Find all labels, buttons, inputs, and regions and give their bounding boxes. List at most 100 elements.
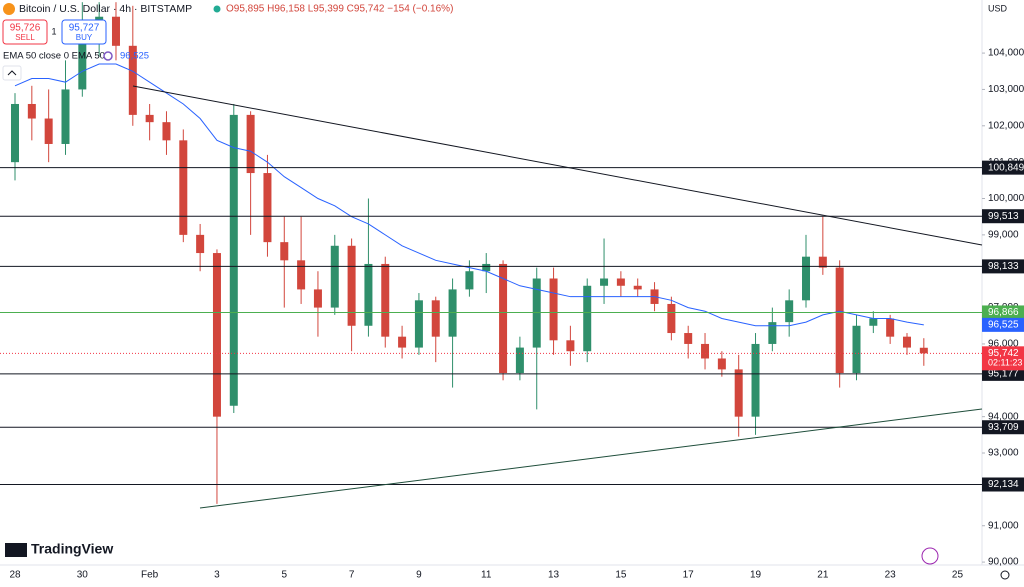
candle-body: [381, 263, 390, 337]
candle-body: [465, 271, 474, 290]
sell-button[interactable]: [2, 19, 48, 45]
price-axis: 104,000103,000102,000101,000100,00099,00…: [982, 48, 1024, 568]
candle-body: [701, 343, 710, 359]
candle-body: [852, 325, 861, 374]
buy-price: 95,727: [69, 23, 100, 34]
level-label: 95,177: [988, 369, 1019, 380]
y-tick-label: 104,000: [988, 48, 1024, 59]
symbol-icon: [3, 3, 15, 15]
y-tick-label: 100,000: [988, 193, 1024, 204]
candle-body: [196, 234, 205, 254]
ema-badge: [982, 317, 1024, 332]
candle-body: [734, 369, 743, 417]
x-tick-label: 3: [214, 570, 220, 581]
candle-body: [347, 245, 356, 326]
countdown: 02:11:23: [988, 358, 1022, 368]
candle-body: [768, 322, 777, 344]
y-tick-label: 96,000: [988, 339, 1019, 350]
candle-body: [162, 122, 171, 141]
candle-body: [78, 34, 87, 90]
candle-body: [667, 303, 676, 334]
x-tick-label: 28: [9, 570, 21, 581]
x-tick-label: 25: [952, 570, 964, 581]
candle-body: [802, 256, 811, 301]
collapse-icon: [7, 70, 17, 76]
candle-body: [145, 114, 154, 123]
spread: 1: [51, 26, 56, 36]
ema-label: 96,525: [988, 319, 1019, 330]
candle-body: [128, 45, 137, 115]
x-tick-label: 17: [683, 570, 695, 581]
level-badge: [982, 366, 1024, 381]
candle-body: [515, 347, 524, 374]
candle-body: [684, 333, 693, 344]
x-tick-label: Feb: [141, 570, 159, 581]
collapse-button[interactable]: [2, 65, 22, 81]
x-tick-label: 13: [548, 570, 560, 581]
x-tick-label: 11: [481, 570, 492, 581]
x-tick-label: 23: [885, 570, 897, 581]
candle-body: [27, 103, 36, 119]
sell-price: 95,726: [10, 23, 41, 34]
candle-body: [902, 336, 911, 348]
candle-body: [297, 260, 306, 290]
candle-body: [583, 285, 592, 352]
y-tick-label: 90,000: [988, 557, 1019, 568]
logo-icon: [5, 543, 27, 557]
candle-body: [499, 263, 508, 374]
candle-body: [330, 245, 339, 308]
candle-body: [263, 173, 272, 243]
level-badge: [982, 420, 1024, 435]
candle-body: [566, 340, 575, 352]
trend-line: [199, 408, 983, 509]
x-tick-label: 9: [416, 570, 422, 581]
candle-body: [448, 289, 457, 337]
x-tick-label: 21: [817, 570, 829, 581]
plot-area: [0, 2, 982, 504]
candle-body: [785, 300, 794, 323]
candle-body: [818, 256, 827, 268]
y-tick-label: 99,000: [988, 230, 1019, 241]
candle-body: [616, 278, 625, 286]
candle-body: [549, 278, 558, 341]
candle-body: [179, 140, 188, 235]
indicator-name[interactable]: EMA 50 close 0 EMA 50: [3, 51, 105, 62]
y-tick-label: 94,000: [988, 411, 1019, 422]
candle-body: [313, 289, 322, 308]
candle-body: [886, 318, 895, 337]
buy-label: BUY: [76, 33, 93, 42]
x-tick-label: 30: [77, 570, 89, 581]
last-price-badge: [982, 346, 1024, 371]
sell-label: SELL: [15, 33, 35, 42]
level-badge: [982, 305, 1024, 320]
candle-body: [229, 114, 238, 406]
y-tick-label: 93,000: [988, 448, 1019, 459]
y-tick-label: 91,000: [988, 520, 1019, 531]
x-tick-label: 19: [750, 570, 762, 581]
candle-body: [44, 118, 53, 144]
alert-icon[interactable]: [921, 547, 939, 565]
ema-line: [14, 63, 924, 327]
candle-body: [633, 285, 642, 290]
candle-body: [414, 300, 423, 348]
candle-body: [600, 278, 609, 286]
level-badge: [982, 477, 1024, 492]
level-label: 93,709: [988, 422, 1019, 433]
level-badge: [982, 160, 1024, 175]
candle-body: [919, 347, 928, 354]
trend-line: [132, 85, 983, 246]
y-tick-label: 103,000: [988, 84, 1024, 95]
symbol-title[interactable]: Bitcoin / U.S. Dollar · 4h · BITSTAMP: [19, 3, 192, 15]
x-tick-label: 7: [349, 570, 355, 581]
x-tick-label: 5: [281, 570, 287, 581]
level-badge: [982, 259, 1024, 274]
buy-button[interactable]: [61, 19, 107, 45]
candle-body: [398, 336, 407, 348]
indicator-icon[interactable]: [103, 51, 113, 61]
candle-body: [280, 242, 289, 261]
level-label: 98,133: [988, 261, 1019, 272]
settings-icon[interactable]: [1000, 570, 1010, 580]
indicator-value: 96,525: [120, 51, 149, 62]
candle-body: [751, 343, 760, 417]
